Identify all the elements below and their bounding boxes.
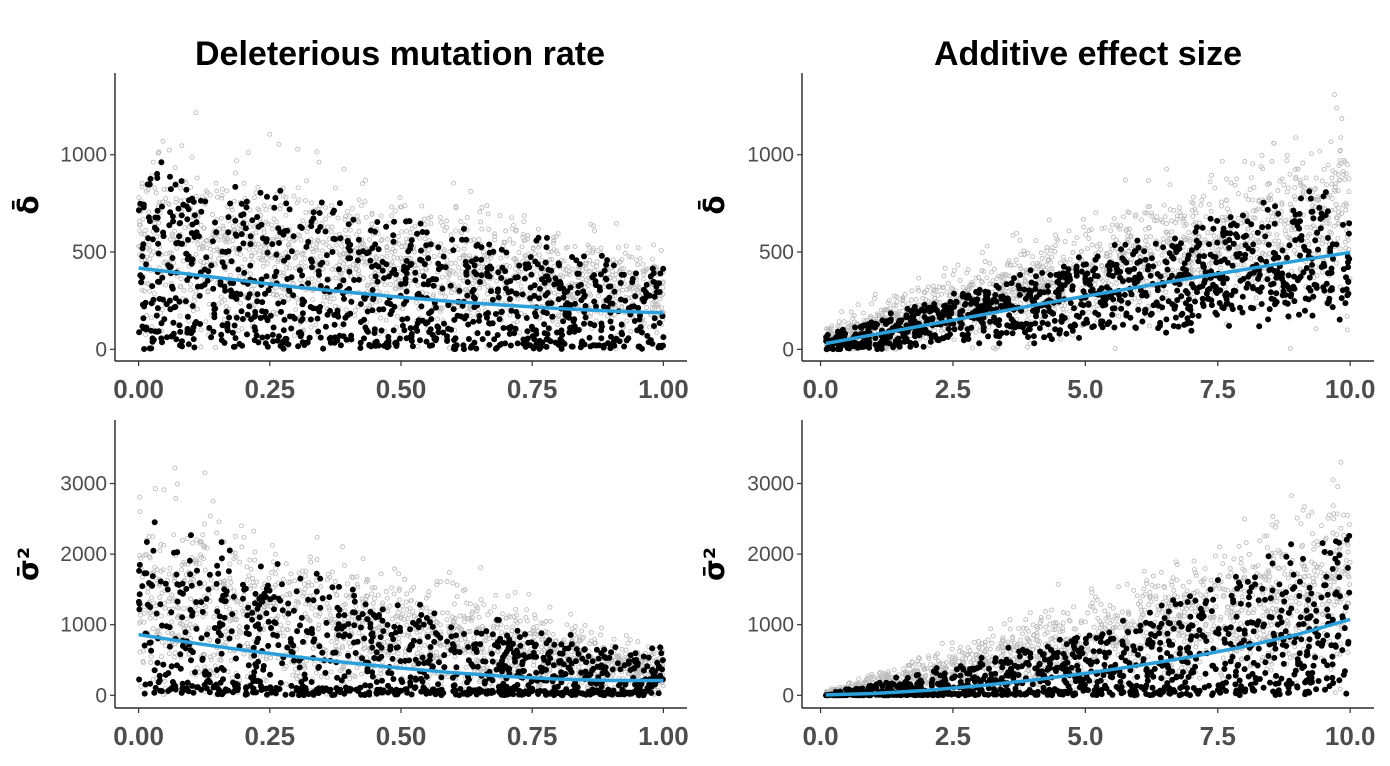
panel-mut-sigma: 0 1000 2000 3000 0.00 0.25 0.50 0.75 1.00 <box>60 420 689 751</box>
mean-points <box>135 159 667 353</box>
fit-line <box>825 250 1351 346</box>
y-tick-label: 1000 <box>60 614 107 637</box>
x-tick-label: 2.5 <box>935 721 971 751</box>
y-tick-label: 2000 <box>747 543 794 566</box>
x-tick-label: 2.5 <box>935 374 971 404</box>
fit-line <box>138 266 664 315</box>
x-tick-label: 0.25 <box>245 721 296 751</box>
title-effect-size: Additive effect size <box>934 35 1242 73</box>
x-tick-label: 1.00 <box>638 721 689 751</box>
x-tick-label: 0.00 <box>113 721 164 751</box>
ylabel-eff-sigma: σ̄² <box>698 547 731 581</box>
y-tick-label: 500 <box>72 241 107 264</box>
x-tick-label: 1.00 <box>638 374 689 404</box>
x-tick-label: 0.00 <box>113 374 164 404</box>
x-tick-label: 7.5 <box>1200 721 1236 751</box>
x-tick-label: 0.75 <box>507 374 558 404</box>
ylabel-mut-delta: δ̄ <box>11 195 45 214</box>
x-tick-label: 0.50 <box>376 721 427 751</box>
mean-points <box>135 519 666 699</box>
mean-points <box>823 532 1353 699</box>
y-tick-label: 3000 <box>60 473 107 496</box>
x-tick-label: 0.25 <box>245 374 296 404</box>
y-tick-label: 0 <box>95 684 107 707</box>
panel-eff-delta: 0 500 1000 0.0 2.5 5.0 7.5 10.0 <box>747 73 1375 404</box>
x-tick-label: 0.50 <box>376 374 427 404</box>
x-tick-label: 10.0 <box>1325 721 1376 751</box>
ylabel-mut-sigma: σ̄² <box>12 547 45 581</box>
x-tick-label: 0.0 <box>802 374 838 404</box>
y-tick-label: 0 <box>782 684 794 707</box>
ylabel-eff-delta: δ̄ <box>697 195 731 214</box>
y-tick-label: 1000 <box>747 614 794 637</box>
y-tick-label: 0 <box>95 338 107 361</box>
title-mutation-rate: Deleterious mutation rate <box>195 35 605 73</box>
y-tick-label: 2000 <box>60 543 107 566</box>
y-tick-label: 500 <box>759 241 794 264</box>
y-tick-label: 1000 <box>60 144 107 167</box>
x-tick-label: 10.0 <box>1325 374 1376 404</box>
panel-mut-delta: 0 500 1000 0.00 0.25 0.50 0.75 1.00 <box>60 73 689 404</box>
fit-line <box>825 617 1351 697</box>
x-tick-label: 5.0 <box>1067 721 1103 751</box>
x-tick-label: 0.75 <box>507 721 558 751</box>
y-tick-label: 1000 <box>747 144 794 167</box>
y-tick-label: 0 <box>782 338 794 361</box>
panel-eff-sigma: 0 1000 2000 3000 0.0 2.5 5.0 7.5 10.0 <box>747 420 1375 751</box>
x-tick-label: 5.0 <box>1067 374 1103 404</box>
fit-line <box>138 632 664 683</box>
x-tick-label: 0.0 <box>802 721 838 751</box>
y-tick-label: 3000 <box>747 473 794 496</box>
x-tick-label: 7.5 <box>1200 374 1236 404</box>
